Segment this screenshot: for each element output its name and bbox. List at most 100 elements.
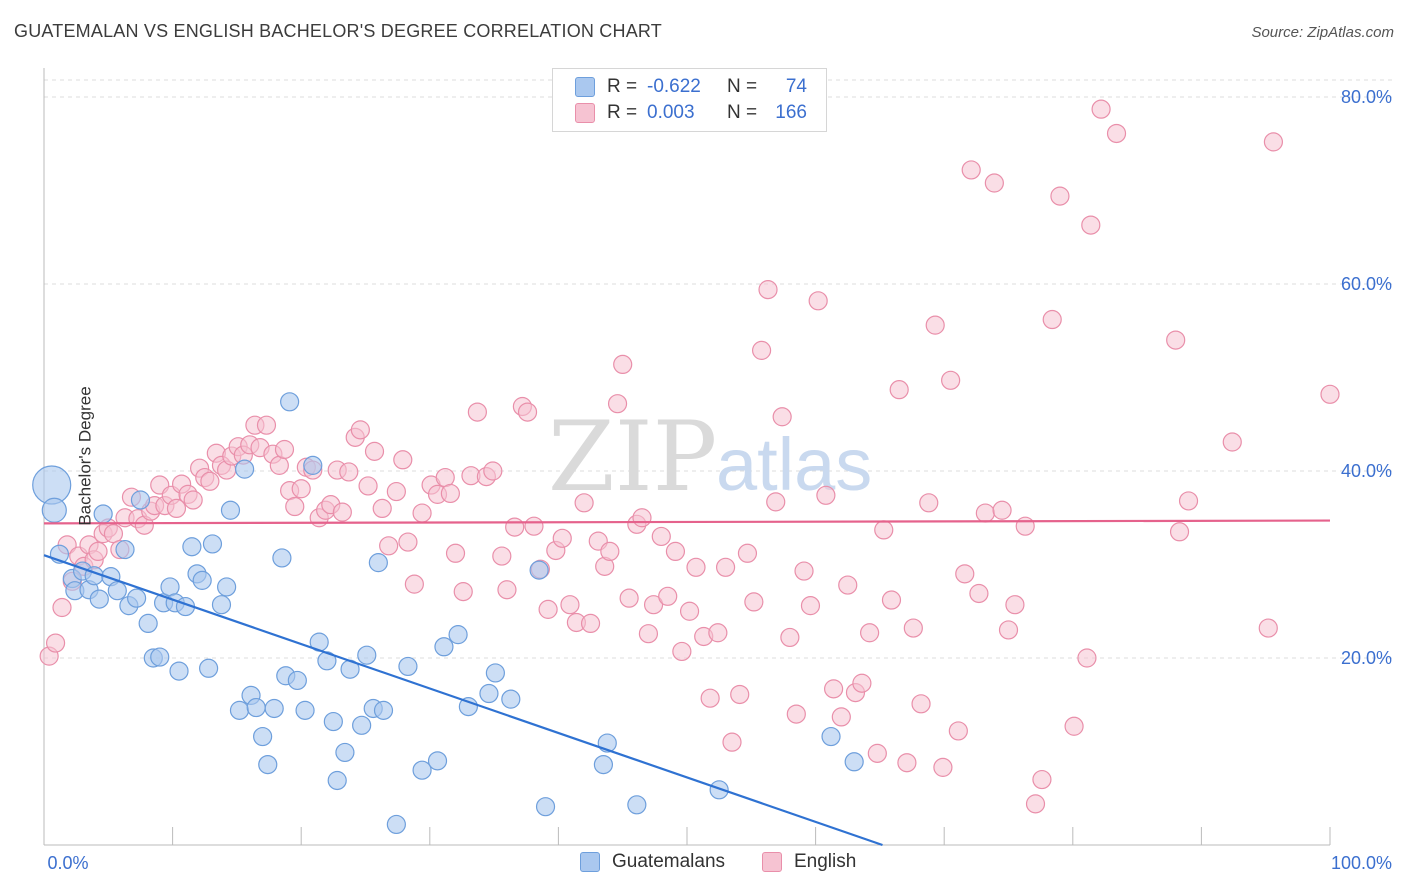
watermark-zip: ZIP <box>548 401 717 513</box>
english-points <box>39 99 1340 814</box>
guatemalan-point <box>115 539 135 560</box>
english-point <box>52 597 72 618</box>
guatemalan-point <box>199 658 219 678</box>
english-point <box>961 160 981 180</box>
english-point <box>274 439 295 460</box>
guatemalan-point <box>253 726 273 747</box>
y-tick-label: 40.0% <box>1341 461 1392 481</box>
english-point <box>607 394 628 414</box>
english-point <box>794 561 814 581</box>
legend-r-value: -0.622 <box>647 76 701 97</box>
guatemalan-trend-line <box>43 554 883 847</box>
english-point <box>372 498 392 518</box>
y-tick-label: 80.0% <box>1341 87 1392 107</box>
guatemalan-point <box>412 760 432 780</box>
english-point <box>88 541 108 562</box>
english-point <box>911 694 931 714</box>
english-point <box>386 481 406 502</box>
english-point <box>758 280 778 300</box>
english-point <box>412 503 432 523</box>
guatemalan-point <box>821 726 841 747</box>
y-tick-label: 20.0% <box>1341 648 1392 668</box>
english-point <box>941 370 961 390</box>
english-point <box>379 536 399 556</box>
english-point <box>992 500 1012 520</box>
english-point <box>1032 769 1052 790</box>
y-axis-title: Bachelor's Degree <box>75 386 95 526</box>
guatemalan-point <box>264 698 284 719</box>
english-point <box>700 688 720 708</box>
english-point <box>453 582 473 602</box>
english-point <box>600 541 620 562</box>
english-point <box>404 574 424 594</box>
english-point <box>800 596 821 616</box>
english-point <box>766 492 786 512</box>
axis-layer <box>43 68 1331 846</box>
english-point <box>737 543 758 563</box>
english-point <box>1064 716 1084 736</box>
guatemalan-point <box>448 625 468 645</box>
english-point <box>948 721 968 741</box>
english-point <box>339 462 359 482</box>
english-point <box>881 590 902 610</box>
legend-swatch-pink <box>575 103 595 123</box>
english-point <box>679 601 700 621</box>
english-point <box>638 624 659 644</box>
english-point <box>291 479 311 499</box>
english-point <box>1081 215 1101 235</box>
english-point <box>350 420 370 440</box>
english-point <box>998 620 1019 640</box>
english-point <box>744 592 764 612</box>
english-point <box>435 467 455 488</box>
english-point <box>780 627 800 648</box>
legend-r-value: 0.003 <box>647 102 695 123</box>
guatemalan-point <box>529 560 549 580</box>
english-point <box>1320 384 1340 404</box>
chart-title: GUATEMALAN VS ENGLISH BACHELOR'S DEGREE … <box>14 21 662 41</box>
english-point <box>672 641 692 662</box>
watermark: ZIP atlas <box>548 401 872 513</box>
english-point <box>552 528 572 548</box>
english-point <box>285 496 305 517</box>
guatemalan-point <box>501 689 521 709</box>
english-point <box>619 588 639 608</box>
english-point <box>1091 99 1111 119</box>
guatemalan-point <box>479 683 499 704</box>
english-point <box>1015 516 1035 536</box>
legend-n-value: 166 <box>775 102 807 123</box>
english-point <box>200 471 220 491</box>
source-label: Source: ZipAtlas.com <box>1251 24 1394 41</box>
guatemalan-point <box>368 553 388 573</box>
legend-r-label: R = <box>607 76 638 97</box>
english-point <box>467 402 487 422</box>
english-point <box>1169 522 1190 542</box>
english-point <box>364 441 385 461</box>
tick-labels: 20.0% 40.0% 60.0% 80.0% 0.0% 100.0% <box>47 87 1392 873</box>
correlation-legend: R = -0.622 N = 74 R = 0.003 N = 166 <box>552 68 827 132</box>
guatemalan-point <box>130 490 151 510</box>
guatemalan-point <box>182 537 202 557</box>
guatemalan-point <box>434 637 454 657</box>
legend-n-value: 74 <box>785 76 807 97</box>
english-point <box>874 520 894 540</box>
x-tick-label: 0.0% <box>47 853 88 873</box>
english-point <box>505 517 525 537</box>
english-point <box>1166 330 1186 350</box>
english-point <box>643 595 664 615</box>
guatemalan-point <box>107 581 127 601</box>
guatemalan-point <box>41 497 67 523</box>
guatemalan-point <box>192 570 212 590</box>
series-legend-english[interactable]: English <box>762 851 856 873</box>
english-point <box>831 707 851 727</box>
english-point <box>445 543 466 563</box>
english-point <box>183 490 203 510</box>
trend-lines <box>43 519 1331 847</box>
english-point <box>1263 132 1284 152</box>
series-legend-guatemalans[interactable]: Guatemalans <box>580 851 725 873</box>
guatemalan-point <box>844 752 864 772</box>
english-point <box>730 684 750 705</box>
y-tick-label: 60.0% <box>1341 274 1392 294</box>
guatemalan-point <box>169 661 189 681</box>
guatemalan-point <box>485 663 505 683</box>
guatemalan-point <box>352 715 372 735</box>
